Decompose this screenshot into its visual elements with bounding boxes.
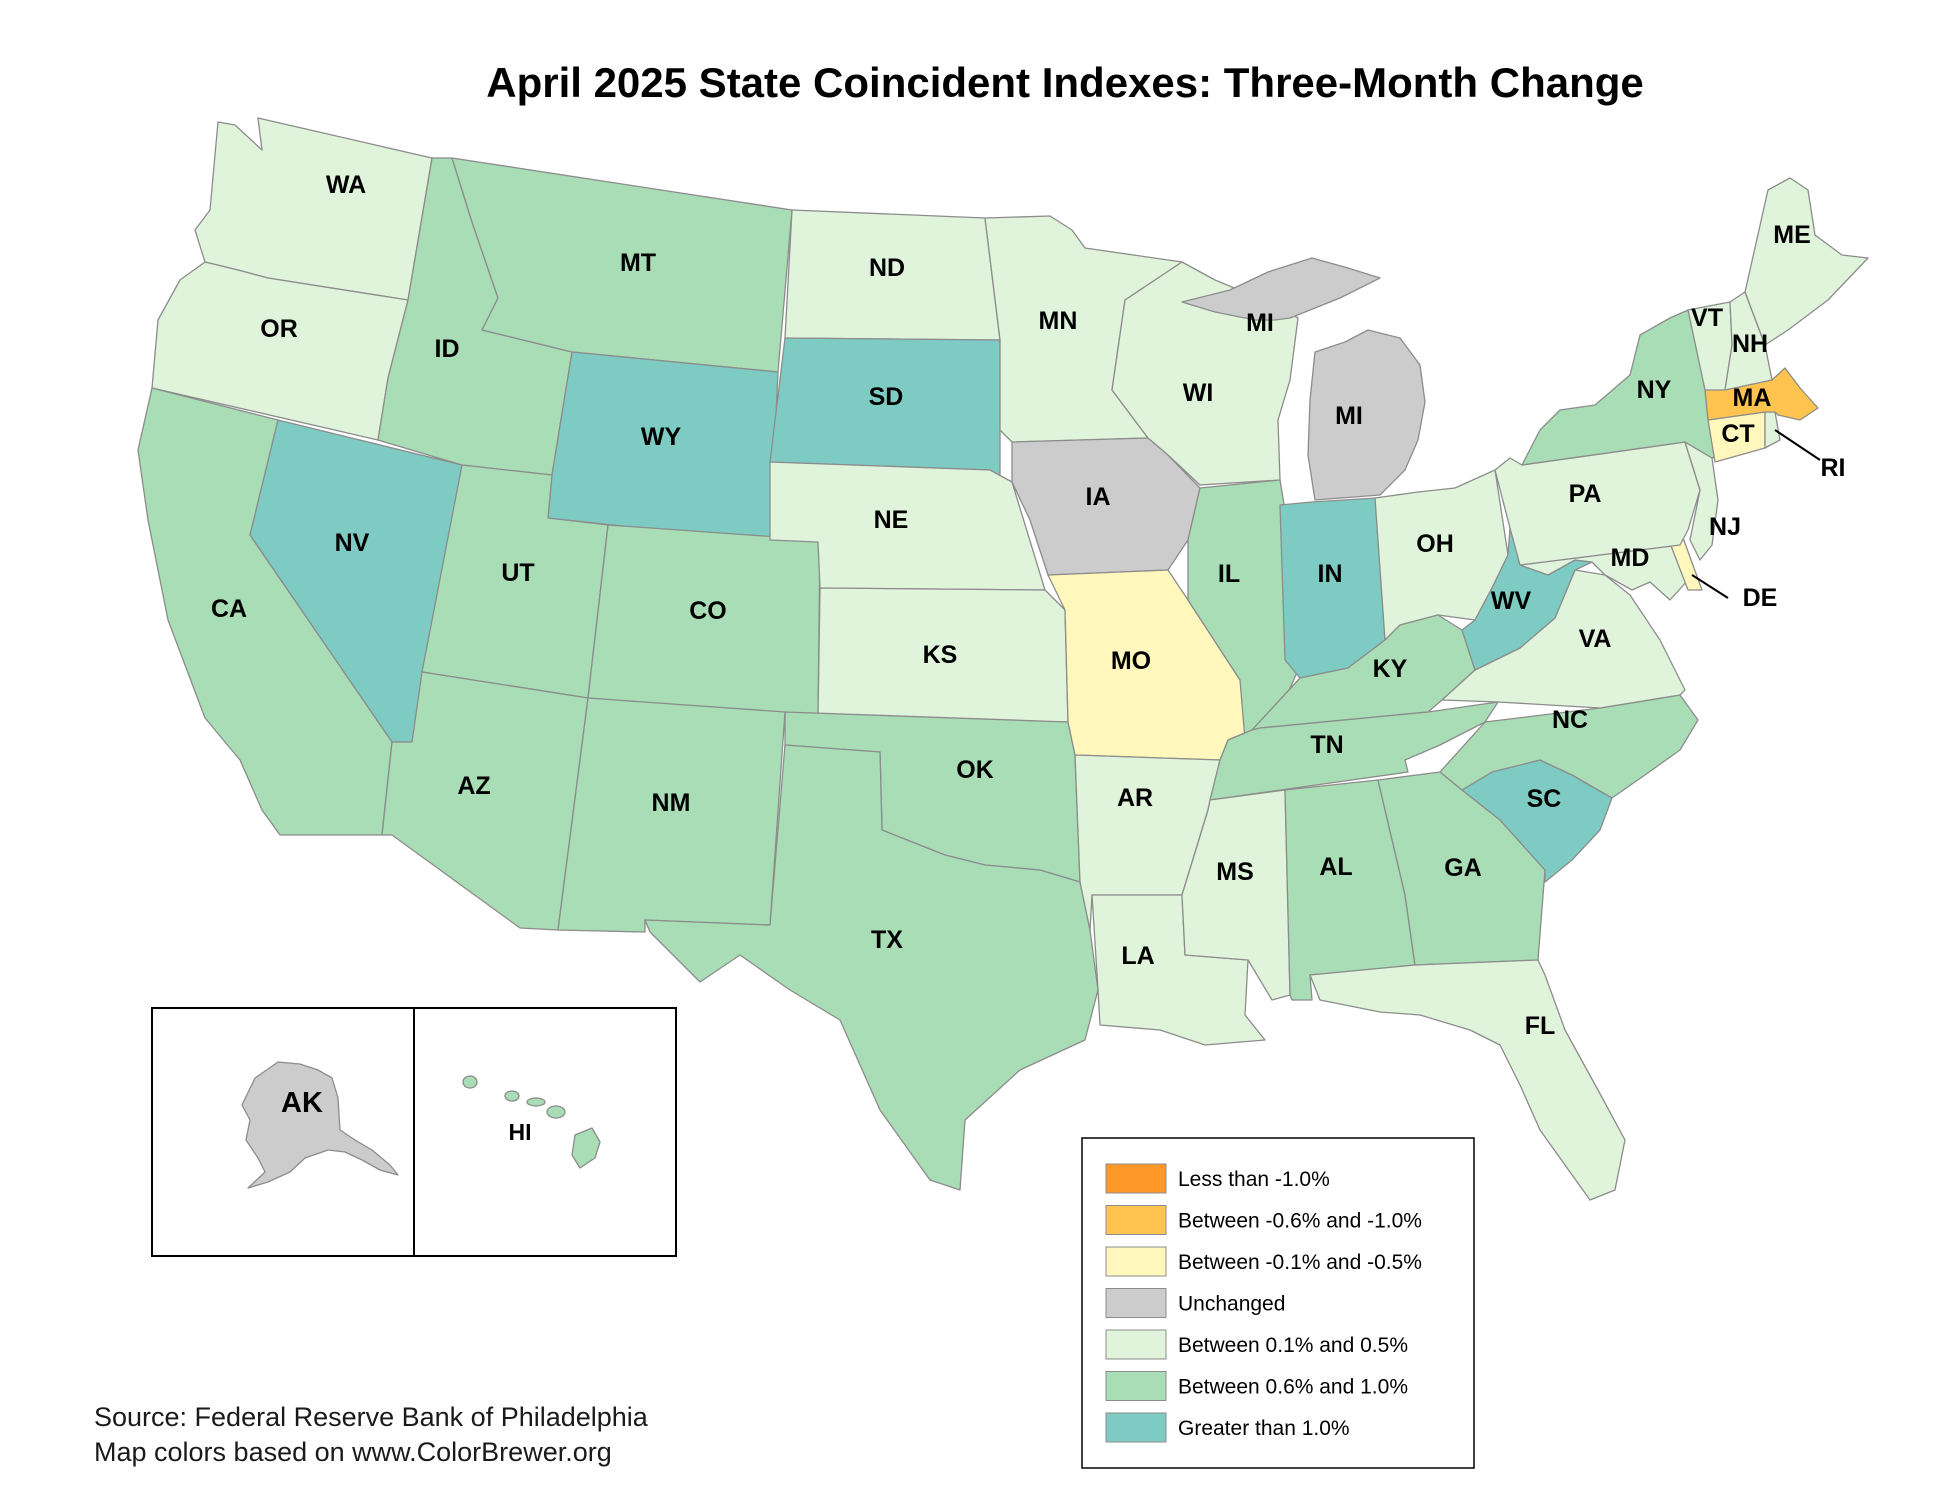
state-label-NM: NM	[652, 789, 691, 817]
state-MS[interactable]	[1181, 789, 1291, 1001]
state-label-ME: ME	[1773, 221, 1811, 249]
state-label-OK: OK	[956, 756, 994, 784]
state-MT[interactable]	[451, 157, 793, 373]
state-label-WV: WV	[1491, 587, 1532, 615]
state-label-NE: NE	[874, 506, 909, 534]
legend-swatch-unch	[1105, 1288, 1167, 1318]
state-label-TX: TX	[871, 926, 903, 954]
state-label-UT: UT	[501, 559, 534, 587]
state-label-NY: NY	[1637, 376, 1672, 404]
state-label-HI: HI	[509, 1119, 532, 1145]
source-line-2: Map colors based on www.ColorBrewer.org	[94, 1437, 612, 1467]
state-TN[interactable]	[1209, 701, 1499, 801]
state-label-MO: MO	[1111, 647, 1151, 675]
state-label-AR: AR	[1117, 784, 1153, 812]
state-label-WA: WA	[326, 171, 366, 199]
state-label-MI-upper: MI	[1246, 309, 1274, 337]
state-label-RI: RI	[1821, 454, 1846, 482]
state-label-CT: CT	[1721, 420, 1754, 448]
state-label-NJ: NJ	[1709, 513, 1741, 541]
state-label-NV: NV	[335, 529, 370, 557]
state-label-TN: TN	[1310, 731, 1343, 759]
state-MI_UP[interactable]	[1181, 257, 1381, 321]
state-label-DE: DE	[1743, 584, 1778, 612]
state-label-VT: VT	[1691, 304, 1723, 332]
state-label-SC: SC	[1527, 785, 1562, 813]
map-title: April 2025 State Coincident Indexes: Thr…	[486, 59, 1644, 106]
state-label-AK: AK	[281, 1087, 323, 1119]
states-layer	[137, 117, 1869, 1201]
state-label-MA: MA	[1733, 384, 1772, 412]
state-RI[interactable]	[1764, 411, 1781, 449]
state-label-NH: NH	[1732, 330, 1768, 358]
state-label-MT: MT	[620, 249, 656, 277]
state-label-AZ: AZ	[457, 772, 490, 800]
legend-label-gt1: Greater than 1.0%	[1178, 1417, 1350, 1440]
leader-line-DE	[1691, 574, 1729, 599]
state-label-IN: IN	[1318, 560, 1343, 588]
state-label-CO: CO	[689, 597, 727, 625]
state-FL[interactable]	[1309, 959, 1626, 1201]
state-label-KY: KY	[1373, 655, 1408, 683]
state-label-MI: MI	[1335, 402, 1363, 430]
state-label-MS: MS	[1216, 858, 1254, 886]
legend-label-lt_neg1: Less than -1.0%	[1178, 1168, 1330, 1191]
state-labels: WA OR CA NV ID MT WY UT AZ CO NM ND SD N…	[211, 171, 1846, 1145]
state-label-WI: WI	[1183, 379, 1214, 407]
state-label-GA: GA	[1444, 854, 1482, 882]
state-ME[interactable]	[1744, 177, 1869, 346]
legend-label-p01_05: Between 0.1% and 0.5%	[1178, 1334, 1408, 1357]
state-label-FL: FL	[1525, 1012, 1556, 1040]
state-label-VA: VA	[1579, 625, 1612, 653]
state-label-MN: MN	[1039, 307, 1078, 335]
state-NJ[interactable]	[1684, 441, 1719, 561]
state-label-KS: KS	[923, 641, 958, 669]
legend-swatch-p01_05	[1105, 1329, 1167, 1360]
state-label-OR: OR	[260, 315, 298, 343]
hawaii-island-molokai	[526, 1097, 546, 1107]
state-label-MD: MD	[1611, 544, 1650, 572]
legend-swatch-lt_neg1	[1105, 1163, 1167, 1194]
leader-lines	[1691, 429, 1821, 599]
legend-swatch-gt1	[1105, 1412, 1167, 1443]
state-MA[interactable]	[1704, 367, 1819, 421]
state-label-IA: IA	[1086, 483, 1111, 511]
state-label-NC: NC	[1552, 706, 1588, 734]
state-label-AL: AL	[1319, 853, 1352, 881]
state-MI[interactable]	[1307, 329, 1426, 501]
state-label-IL: IL	[1218, 560, 1240, 588]
state-label-CA: CA	[211, 595, 247, 623]
leader-line-RI	[1774, 429, 1821, 461]
state-HI[interactable]	[571, 1127, 601, 1169]
hawaii-island-kauai	[462, 1075, 478, 1089]
hawaii-island-oahu	[504, 1090, 520, 1102]
state-label-LA: LA	[1121, 942, 1154, 970]
legend-swatch-neg06_1	[1105, 1205, 1167, 1235]
state-IN[interactable]	[1279, 497, 1386, 679]
state-PA[interactable]	[1494, 441, 1701, 566]
state-AK[interactable]	[241, 1061, 399, 1189]
state-label-ND: ND	[869, 254, 905, 282]
legend-label-neg01_05: Between -0.1% and -0.5%	[1178, 1251, 1422, 1274]
legend-items: Less than -1.0% Between -0.6% and -1.0% Be…	[1105, 1163, 1422, 1443]
state-TX[interactable]	[644, 744, 1099, 1191]
legend: Less than -1.0% Between -0.6% and -1.0% Be…	[1081, 1137, 1475, 1469]
source-line-1: Source: Federal Reserve Bank of Philadel…	[94, 1402, 649, 1432]
legend-label-unch: Unchanged	[1178, 1293, 1285, 1316]
state-label-PA: PA	[1569, 480, 1602, 508]
legend-swatch-neg01_05	[1105, 1246, 1167, 1277]
state-label-ID: ID	[435, 335, 460, 363]
legend-label-neg06_1: Between -0.6% and -1.0%	[1178, 1210, 1422, 1233]
state-label-OH: OH	[1416, 530, 1454, 558]
state-label-SD: SD	[869, 383, 904, 411]
state-label-WY: WY	[641, 423, 682, 451]
inset-boxes	[151, 1007, 677, 1257]
hawaii-inset-frame	[413, 1007, 677, 1257]
legend-label-p06_1: Between 0.6% and 1.0%	[1178, 1376, 1408, 1399]
hawaii-island-maui	[546, 1105, 566, 1119]
legend-swatch-p06_1	[1105, 1371, 1167, 1401]
